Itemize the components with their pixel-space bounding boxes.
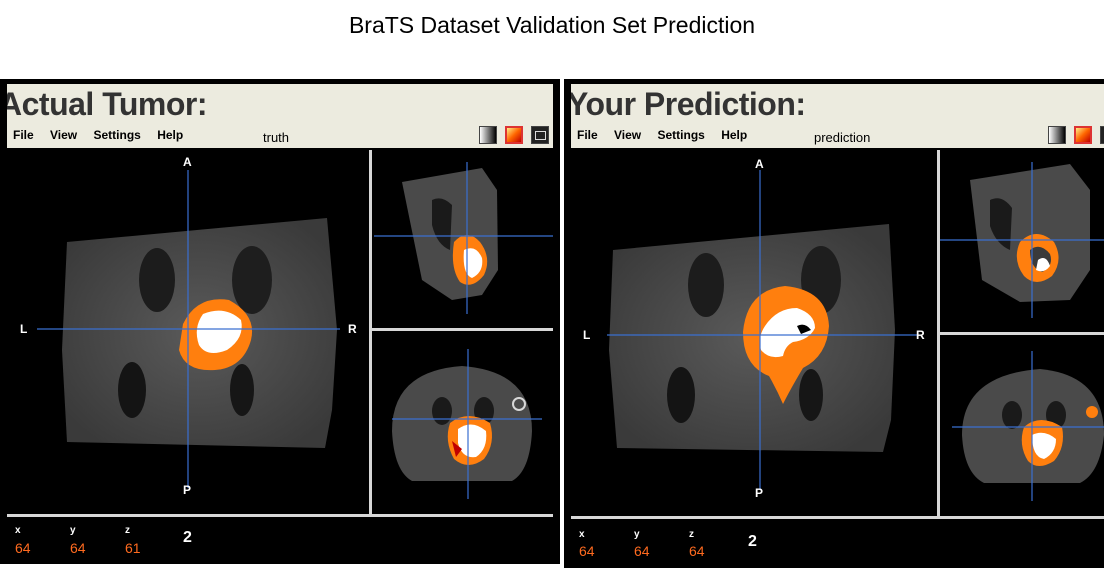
coord-x-label: x [579,529,585,540]
orientation-anterior: A [755,157,764,171]
coord-y-value: 64 [634,543,650,559]
sagittal-view[interactable] [372,150,553,328]
prediction-viewer: Your Prediction: File View Settings Help… [564,79,1104,568]
main-title: BraTS Dataset Validation Set Prediction [348,12,756,38]
viewer-toolbar: Your Prediction: File View Settings Help… [571,84,1104,148]
orientation-left: L [583,328,590,342]
hot-colormap-icon[interactable] [1074,126,1092,144]
menu-help[interactable]: Help [157,128,184,142]
coord-z-label: z [125,525,130,536]
coord-z-label: z [689,529,694,540]
coronal-view[interactable] [940,335,1104,516]
frame-number: 2 [748,533,757,550]
volume-name: prediction [814,130,871,145]
viewer-title: Your Prediction: [571,86,806,122]
viewer-title: Actual Tumor: [7,86,208,122]
menu-settings[interactable]: Settings [93,128,141,142]
tumor-core [759,308,815,358]
coord-x-label: x [15,525,21,536]
coord-x-value: 64 [579,543,595,559]
axial-view[interactable]: A P L R [571,150,937,516]
orientation-anterior: A [183,155,192,169]
orientation-right: R [348,322,357,336]
axial-view[interactable]: A P L R [7,150,369,514]
coord-y-label: y [70,525,76,536]
screenshot-icon[interactable] [1100,126,1104,144]
grayscale-colormap-icon[interactable] [1048,126,1066,144]
screenshot-icon[interactable] [531,126,549,144]
menu-bar: File View Settings Help [13,128,196,142]
status-bar: x y z 64 64 61 2 [7,517,553,559]
orientation-right: R [916,328,925,342]
hot-colormap-icon[interactable] [505,126,523,144]
menu-view[interactable]: View [614,128,642,142]
grayscale-colormap-icon[interactable] [479,126,497,144]
orientation-posterior: P [755,486,763,500]
menu-bar: File View Settings Help [577,128,760,142]
volume-name: truth [263,130,290,145]
status-bar: x y z 64 64 64 2 [571,519,1104,568]
viewer-toolbar: Actual Tumor: File View Settings Help tr… [7,84,553,148]
coord-x-value: 64 [15,540,31,556]
menu-view[interactable]: View [50,128,78,142]
coord-y-value: 64 [70,540,86,556]
orientation-posterior: P [183,483,191,497]
menu-file[interactable]: File [13,128,34,142]
coord-z-value: 61 [125,540,141,556]
truth-viewer: Actual Tumor: File View Settings Help tr… [0,79,560,564]
frame-number: 2 [183,529,192,546]
orientation-left: L [20,322,27,336]
sagittal-view[interactable] [940,150,1104,332]
menu-file[interactable]: File [577,128,598,142]
coord-y-label: y [634,529,640,540]
menu-help[interactable]: Help [721,128,748,142]
coronal-view[interactable] [372,331,553,514]
tumor-core [196,310,242,354]
menu-settings[interactable]: Settings [657,128,705,142]
coord-z-value: 64 [689,543,705,559]
